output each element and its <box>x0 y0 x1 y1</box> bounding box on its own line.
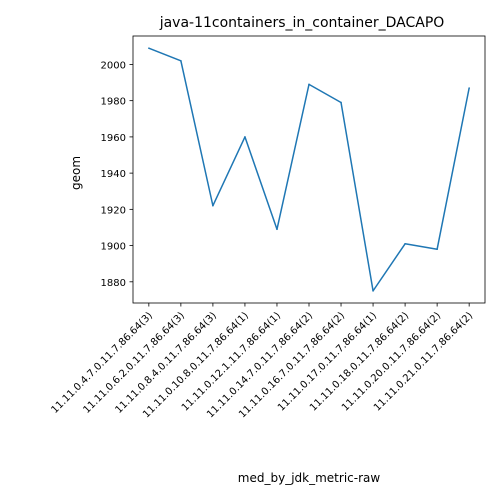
data-point <box>180 60 182 62</box>
y-tick-label: 1880 <box>101 278 126 289</box>
y-axis-label: geom <box>69 156 83 190</box>
plot-area <box>132 35 486 304</box>
y-tick-label: 2000 <box>101 60 126 71</box>
data-point <box>212 204 214 207</box>
y-tick-label: 1900 <box>101 242 126 253</box>
data-point <box>468 87 470 89</box>
chart-title: java-11containers_in_container_DACAPO <box>159 15 445 31</box>
data-point <box>404 242 406 245</box>
data-point <box>340 101 342 104</box>
data-point <box>148 47 150 49</box>
data-point <box>308 83 310 86</box>
x-axis: 11.11.0.4.7.0.11.7.86.64(3)11.11.0.6.2.0… <box>49 303 475 420</box>
y-axis: 1880 1900 1920 1940 1960 1980 2000 <box>101 60 133 289</box>
y-tick-label: 1940 <box>101 169 126 180</box>
y-tick-label: 1960 <box>101 133 126 144</box>
data-point <box>244 136 246 138</box>
plot-frame <box>132 35 486 304</box>
data-point <box>276 228 278 231</box>
x-axis-label: med_by_jdk_metric-raw <box>238 471 381 485</box>
y-tick-label: 1980 <box>101 97 126 108</box>
data-point <box>436 248 438 250</box>
data-point <box>372 290 374 292</box>
y-tick-label: 1920 <box>101 205 126 216</box>
